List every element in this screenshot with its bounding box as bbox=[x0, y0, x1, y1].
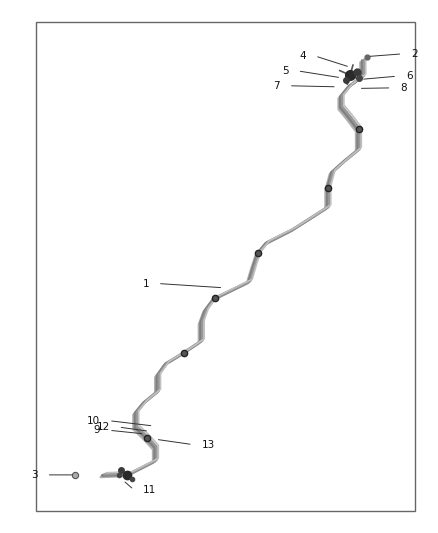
Text: 12: 12 bbox=[97, 422, 110, 432]
Text: 6: 6 bbox=[406, 71, 413, 81]
Text: 7: 7 bbox=[273, 81, 280, 91]
Text: 11: 11 bbox=[143, 485, 156, 495]
Text: 8: 8 bbox=[400, 83, 407, 93]
FancyBboxPatch shape bbox=[35, 22, 416, 511]
Text: 10: 10 bbox=[87, 416, 100, 426]
Text: 2: 2 bbox=[411, 49, 418, 59]
Text: 5: 5 bbox=[282, 66, 289, 76]
Text: 1: 1 bbox=[142, 279, 149, 288]
Text: 4: 4 bbox=[300, 51, 306, 61]
Text: 9: 9 bbox=[94, 425, 100, 435]
Text: 13: 13 bbox=[201, 440, 215, 450]
Text: 3: 3 bbox=[31, 470, 38, 480]
